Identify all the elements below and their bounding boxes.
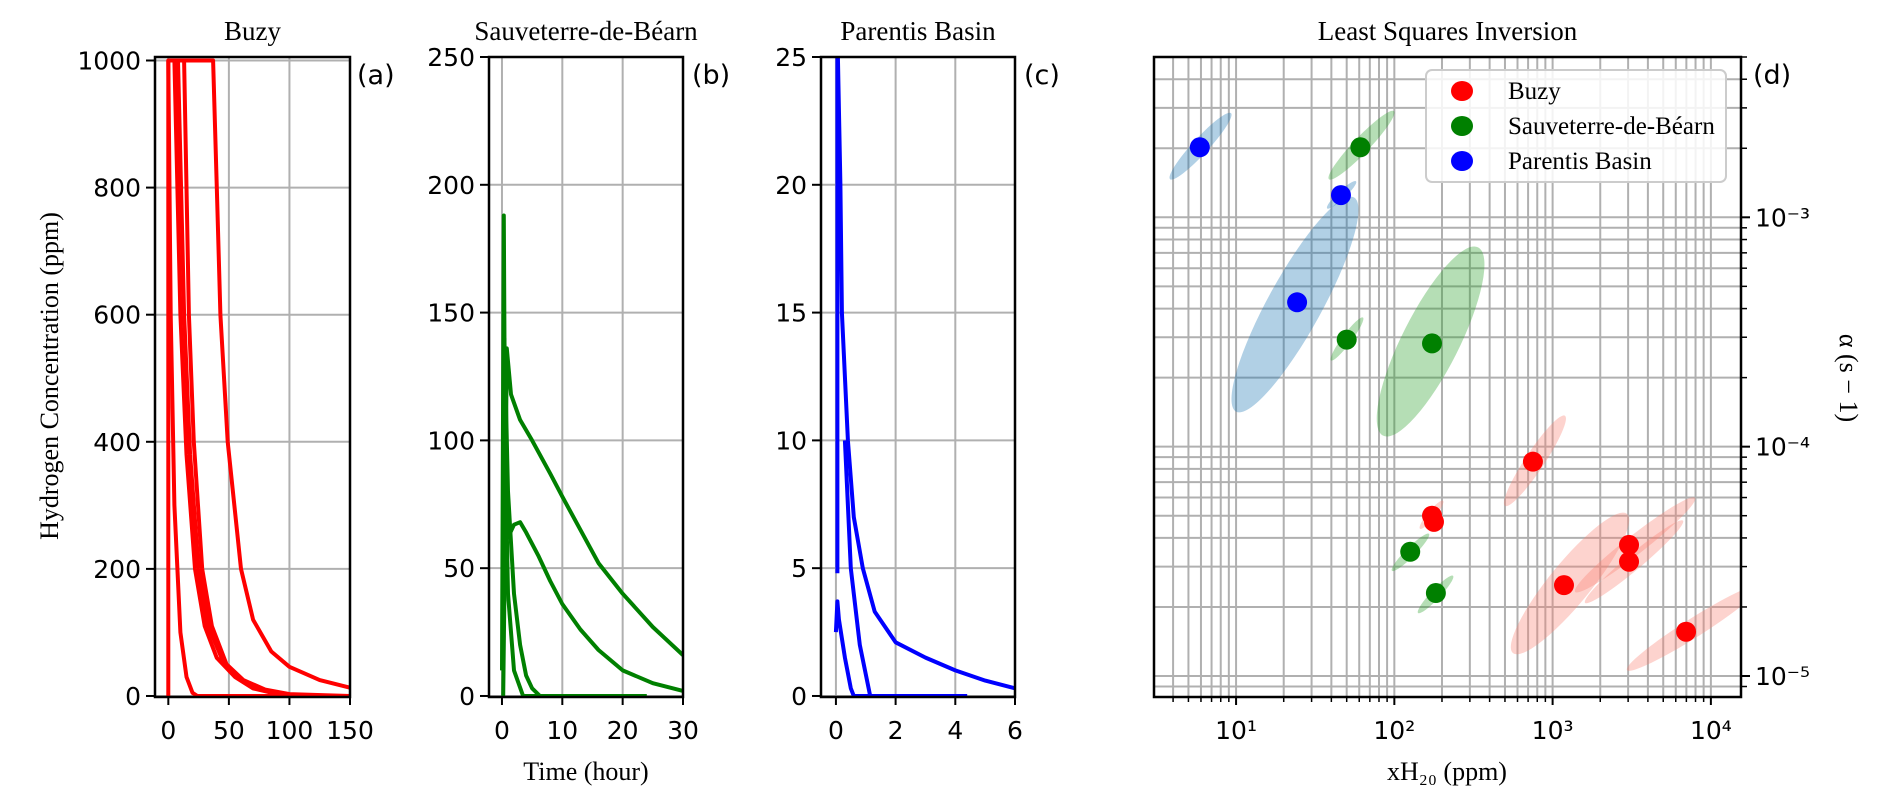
- y-tick-label: 10⁻³: [1755, 203, 1810, 232]
- series-line-3: [505, 520, 683, 693]
- panel-label: (a): [357, 60, 395, 91]
- plot-area: [1169, 110, 1741, 671]
- panel-c: 0 2 4 6 0 5 10 15 20 25 Parentis Basin (c): [775, 16, 1060, 745]
- data-point: [1553, 575, 1574, 596]
- data-point: [1350, 137, 1371, 158]
- x-tick-label: 10²: [1373, 716, 1415, 745]
- legend-box: [1425, 69, 1727, 183]
- y-tick-label: 0: [791, 682, 807, 711]
- x-tick-label: 4: [947, 716, 963, 745]
- y-tick-label: 800: [93, 174, 141, 203]
- x-tick-label: 10⁴: [1690, 716, 1732, 745]
- panel-title: Sauveterre-de-Béarn: [474, 16, 698, 46]
- series-line-1: [166, 58, 350, 696]
- panel-label: (c): [1024, 60, 1060, 91]
- legend-marker: [1451, 151, 1473, 171]
- x-tick-label: 150: [326, 716, 374, 745]
- x-tick-label: 20: [607, 716, 639, 745]
- x-tick-label: 0: [828, 716, 844, 745]
- x-tick-label: 2: [888, 716, 904, 745]
- panel-label: (d): [1753, 60, 1791, 91]
- y-tick-label: 400: [93, 428, 141, 457]
- data-point: [1425, 583, 1446, 604]
- data-point: [1522, 451, 1543, 472]
- y-tick-label: 250: [427, 43, 475, 72]
- axes-frame: [153, 55, 352, 699]
- y-tick-label: 10⁻⁴: [1755, 433, 1810, 462]
- legend-entry: Buzy: [1508, 78, 1561, 105]
- x-axis-label-time: Time (hour): [523, 757, 648, 786]
- data-point: [1330, 185, 1351, 206]
- legend-entry: Parentis Basin: [1508, 148, 1652, 175]
- y-tick-label: 200: [93, 555, 141, 584]
- legend-marker: [1451, 81, 1473, 101]
- x-tick-label: 30: [667, 716, 699, 745]
- series-line-3: [172, 60, 314, 697]
- data-point: [1189, 137, 1210, 158]
- y-tick-label: 15: [775, 299, 807, 328]
- data-point: [1619, 534, 1640, 555]
- panel-d: 10¹ 10² 10³ 10⁴ 10⁻⁵ 10⁻⁴ 10⁻³ Least Squares In…: [1152, 16, 1810, 745]
- data-point: [1400, 541, 1421, 562]
- axes-frame: [487, 55, 685, 699]
- x-tick-label: 6: [1007, 716, 1023, 745]
- y-tick-label: 20: [775, 171, 807, 200]
- panel-a: 0 50 100 150 0 200 400 600 800 1000 Buzy (a): [77, 16, 394, 745]
- y-tick-label: 100: [427, 426, 475, 455]
- plot-area: [500, 213, 683, 697]
- legend-entry: Sauveterre-de-Béarn: [1508, 113, 1715, 140]
- x-tick-label: 10: [546, 716, 578, 745]
- legend: Buzy Sauveterre-de-Béarn Parentis Basin: [1425, 69, 1727, 183]
- series-line-2: [166, 60, 350, 697]
- y-tick-label: 600: [93, 301, 141, 330]
- y-tick-label: 150: [427, 299, 475, 328]
- series-line-5: [182, 60, 350, 697]
- x-tick-label: 50: [213, 716, 245, 745]
- y-tick-label: 10⁻⁵: [1755, 662, 1810, 691]
- x-tick-label: 100: [266, 716, 314, 745]
- y-tick-label: 10: [775, 426, 807, 455]
- y-tick-label: 25: [775, 43, 807, 72]
- grid: [489, 57, 683, 697]
- y-axis-label-concentration: Hydrogen Concentration (ppm): [35, 212, 64, 540]
- data-point: [1287, 292, 1308, 313]
- y-tick-label: 5: [791, 554, 807, 583]
- y-tick-label: 50: [443, 554, 475, 583]
- x-axis-label-xh2o: xH₂₀ (ppm): [1387, 757, 1507, 786]
- data-point: [1336, 329, 1357, 350]
- data-point: [1676, 621, 1697, 642]
- panel-b: 0 10 20 30 0 50 100 150 200 250Sauveterre-de-Béar…: [427, 16, 730, 745]
- series-line-1: [835, 57, 1015, 691]
- series-line-4: [502, 338, 542, 697]
- data-point: [1619, 551, 1640, 572]
- plot-area: [833, 57, 1015, 697]
- axes-frame: [819, 55, 1017, 699]
- panel-title: Buzy: [224, 16, 281, 46]
- y-axis-label-alpha: α (s − 1): [1834, 334, 1863, 422]
- series-line-2: [501, 346, 683, 697]
- panel-title: Parentis Basin: [840, 16, 996, 46]
- grid: [821, 57, 1015, 697]
- panel-label: (b): [692, 60, 730, 91]
- y-tick-label: 0: [459, 682, 475, 711]
- x-tick-label: 0: [160, 716, 176, 745]
- y-tick-label: 0: [125, 682, 141, 711]
- legend-marker: [1451, 116, 1473, 136]
- series-line-3: [842, 440, 873, 697]
- panel-title: Least Squares Inversion: [1318, 16, 1578, 46]
- data-point: [1423, 511, 1444, 532]
- data-point: [1422, 333, 1443, 354]
- x-tick-label: 0: [494, 716, 510, 745]
- y-tick-label: 200: [427, 171, 475, 200]
- x-tick-label: 10³: [1532, 716, 1574, 745]
- y-tick-label: 1000: [77, 46, 141, 75]
- x-tick-label: 10¹: [1215, 716, 1257, 745]
- plot-area: [166, 58, 350, 697]
